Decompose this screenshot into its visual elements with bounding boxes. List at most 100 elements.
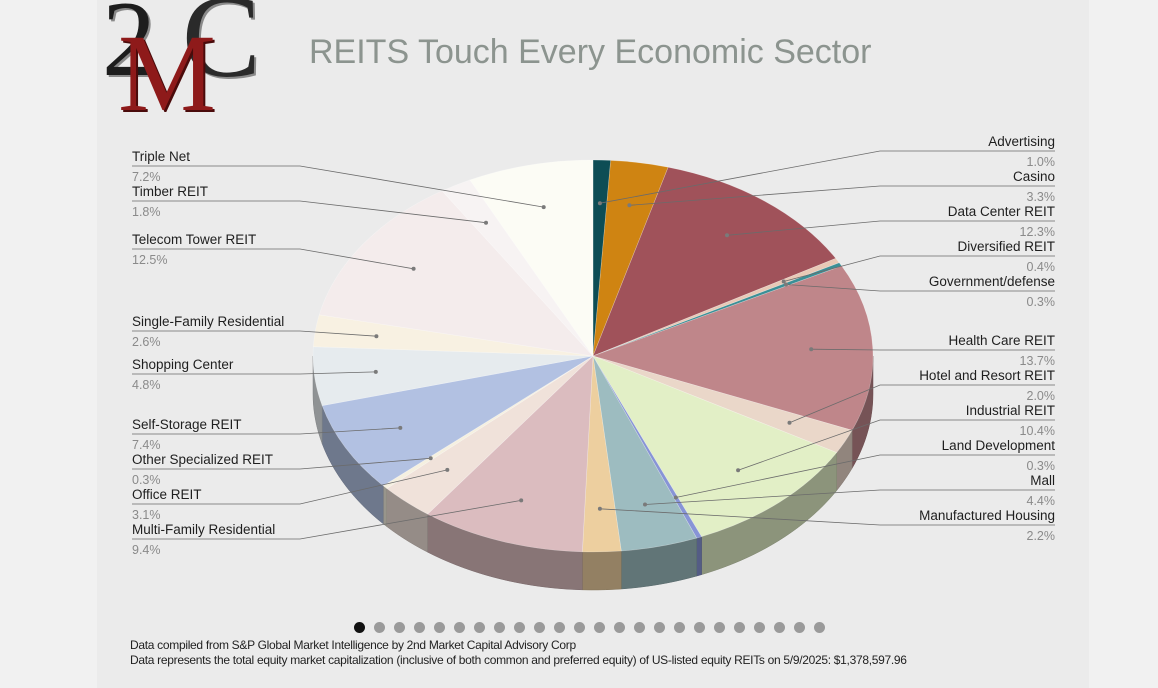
pie-slice-health-care-reit[interactable] [592, 265, 874, 431]
carousel-dot[interactable] [354, 622, 365, 633]
label-value-advertising: 1.0% [1027, 155, 1056, 169]
label-value-data-center-reit: 12.3% [1020, 225, 1055, 239]
pie-slice-industrial-reit[interactable] [592, 355, 838, 538]
label-name-office-reit: Office REIT [132, 487, 202, 502]
label-name-single-family-residential: Single-Family Residential [132, 314, 284, 329]
carousel-dot[interactable] [654, 622, 665, 633]
label-name-telecom-tower-reit: Telecom Tower REIT [132, 232, 256, 247]
leader-line-casino [629, 185, 1055, 206]
pie-side-other-specialized-reit [382, 485, 387, 528]
pie-slice-land-development[interactable] [592, 355, 703, 539]
label-name-multi-family-residential: Multi-Family Residential [132, 522, 275, 537]
leader-dot-office-reit [445, 467, 450, 472]
carousel-dot[interactable] [754, 622, 765, 633]
carousel-dot[interactable] [374, 622, 385, 633]
leader-line-hotel-and-resort-reit [789, 384, 1055, 424]
carousel-dot[interactable] [554, 622, 565, 633]
carousel-dot[interactable] [674, 622, 685, 633]
leader-dot-land-development [673, 495, 678, 500]
label-name-casino: Casino [1013, 169, 1055, 184]
label-value-manufactured-housing: 2.2% [1027, 529, 1056, 543]
leader-line-triple-net [132, 165, 544, 208]
carousel-dot[interactable] [614, 622, 625, 633]
leader-line-government-defense [785, 284, 1055, 292]
carousel-dot[interactable] [494, 622, 505, 633]
leader-line-self-storage-reit [132, 427, 401, 435]
carousel-dot[interactable] [434, 622, 445, 633]
label-value-other-specialized-reit: 0.3% [132, 473, 161, 487]
carousel-dot[interactable] [534, 622, 545, 633]
leader-line-industrial-reit [737, 419, 1055, 471]
pie-side-manufactured-housing [582, 550, 622, 591]
pie-slice-timber-reit[interactable] [441, 179, 594, 357]
chart-title: REITS Touch Every Economic Sector [309, 33, 872, 71]
leader-dot-shopping-center [373, 369, 378, 374]
leader-line-health-care-reit [811, 348, 1055, 351]
carousel-dot[interactable] [734, 622, 745, 633]
carousel-dot[interactable] [634, 622, 645, 633]
carousel-dot[interactable] [794, 622, 805, 633]
label-name-timber-reit: Timber REIT [132, 184, 208, 199]
carousel-dot[interactable] [394, 622, 405, 633]
leader-dot-telecom-tower-reit [411, 266, 416, 271]
leader-dot-single-family-residential [374, 334, 379, 339]
leader-dot-manufactured-housing [597, 506, 602, 511]
leader-line-timber-reit [132, 200, 487, 224]
label-value-mall: 4.4% [1027, 494, 1056, 508]
pie-slice-telecom-tower-reit[interactable] [318, 190, 594, 357]
label-name-industrial-reit: Industrial REIT [966, 403, 1055, 418]
leader-dot-government-defense [784, 282, 788, 287]
pie-slice-shopping-center[interactable] [312, 346, 594, 406]
leader-dot-industrial-reit [736, 468, 741, 473]
pie-slice-single-family-residential[interactable] [312, 314, 594, 357]
pie-slice-diversified-reit[interactable] [592, 257, 840, 357]
label-name-hotel-and-resort-reit: Hotel and Resort REIT [919, 368, 1055, 383]
carousel-dot[interactable] [474, 622, 485, 633]
pie-side-land-development [696, 536, 702, 577]
carousel-dot[interactable] [514, 622, 525, 633]
carousel-dot[interactable] [574, 622, 585, 633]
pie-slice-self-storage-reit[interactable] [321, 355, 594, 487]
carousel-dot[interactable] [694, 622, 705, 633]
pie-slice-mall[interactable] [592, 355, 698, 552]
label-value-office-reit: 3.1% [132, 508, 161, 522]
leader-dot-mall [643, 502, 647, 507]
carousel-dot[interactable] [414, 622, 425, 633]
pie-slice-triple-net[interactable] [469, 159, 594, 357]
carousel-dot[interactable] [454, 622, 465, 633]
carousel-dots [354, 622, 825, 634]
carousel-dot[interactable] [714, 622, 725, 633]
carousel-dot[interactable] [774, 622, 785, 633]
pie-slice-office-reit[interactable] [386, 355, 594, 515]
carousel-dot[interactable] [594, 622, 605, 633]
label-name-land-development: Land Development [942, 438, 1056, 453]
leader-line-land-development [675, 454, 1055, 498]
pie-slice-manufactured-housing[interactable] [582, 355, 622, 553]
label-name-diversified-reit: Diversified REIT [957, 239, 1055, 254]
leader-line-data-center-reit [726, 220, 1055, 236]
label-name-mall: Mall [1030, 473, 1055, 488]
label-value-government-defense: 0.3% [1027, 295, 1056, 309]
leader-line-other-specialized-reit [132, 457, 431, 470]
label-value-self-storage-reit: 7.4% [132, 438, 161, 452]
leader-dot-hotel-and-resort-reit [787, 420, 792, 425]
leader-line-advertising [599, 150, 1055, 204]
pie-slice-multi-family-residential[interactable] [427, 355, 594, 553]
label-value-hotel-and-resort-reit: 2.0% [1027, 389, 1056, 403]
label-value-health-care-reit: 13.7% [1020, 354, 1055, 368]
carousel-dot[interactable] [814, 622, 825, 633]
pie-slice-casino[interactable] [592, 160, 669, 357]
leader-line-diversified-reit [783, 255, 1055, 282]
pie-slice-other-specialized-reit[interactable] [382, 355, 594, 489]
pie-slice-hotel-and-resort-reit[interactable] [592, 355, 853, 453]
pie-slice-data-center-reit[interactable] [592, 166, 837, 357]
label-value-land-development: 0.3% [1027, 459, 1056, 473]
pie-slice-advertising[interactable] [592, 159, 612, 357]
label-value-telecom-tower-reit: 12.5% [132, 253, 167, 267]
leader-dot-triple-net [541, 205, 546, 210]
pie-labels: Advertising 1.0%Casino 3.3%Data Center REI… [132, 134, 1055, 557]
label-value-industrial-reit: 10.4% [1020, 424, 1055, 438]
leader-dot-self-storage-reit [398, 425, 403, 430]
